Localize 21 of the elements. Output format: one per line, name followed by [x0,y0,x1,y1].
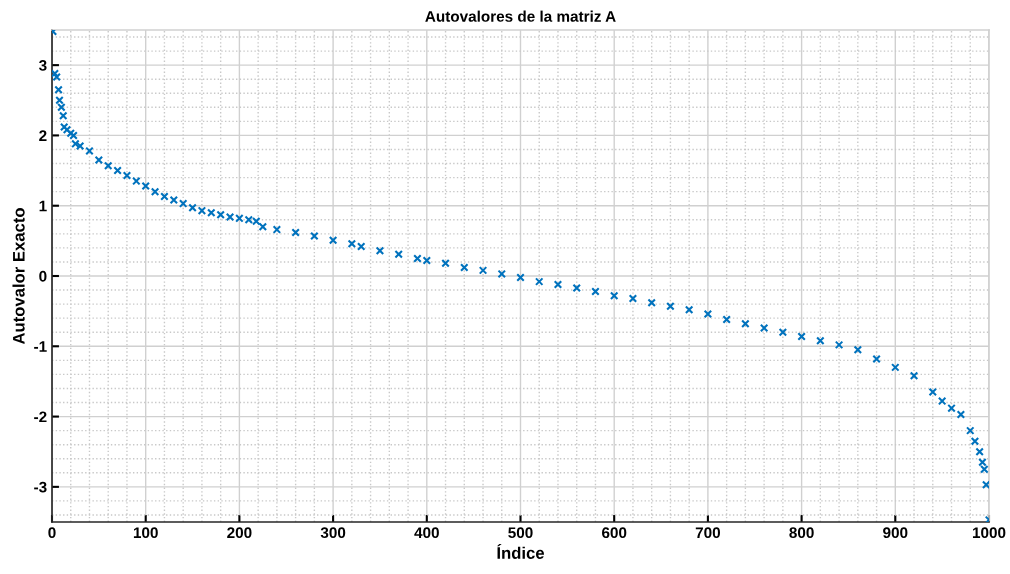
x-tick-label: 900 [883,527,908,539]
y-tick-label: -2 [34,411,47,423]
y-tick-label: 1 [39,200,47,212]
x-axis-title: Índice [497,543,545,559]
y-axis-title: Autovalor Exacto [12,208,25,345]
x-tick-label: 1000 [972,527,1006,539]
x-tick-label: 100 [133,527,158,539]
x-tick-label: 200 [227,527,252,539]
y-tick-label: 3 [38,60,47,71]
x-tick-label: 0 [48,527,56,539]
y-tick-label: 0 [39,270,47,282]
y-tick-label: 2 [39,130,47,141]
x-tick-label: 700 [695,527,721,539]
y-tick-label: -3 [34,481,47,493]
x-tick-label: 600 [602,527,627,539]
x-tick-label: 300 [320,527,346,539]
x-tick-label: 500 [508,527,533,539]
chart-title: Autovalores de la matriz A [425,10,616,22]
y-tick-label: -1 [34,341,47,352]
x-tick-label: 800 [789,527,814,539]
x-tick-label: 400 [414,527,439,539]
